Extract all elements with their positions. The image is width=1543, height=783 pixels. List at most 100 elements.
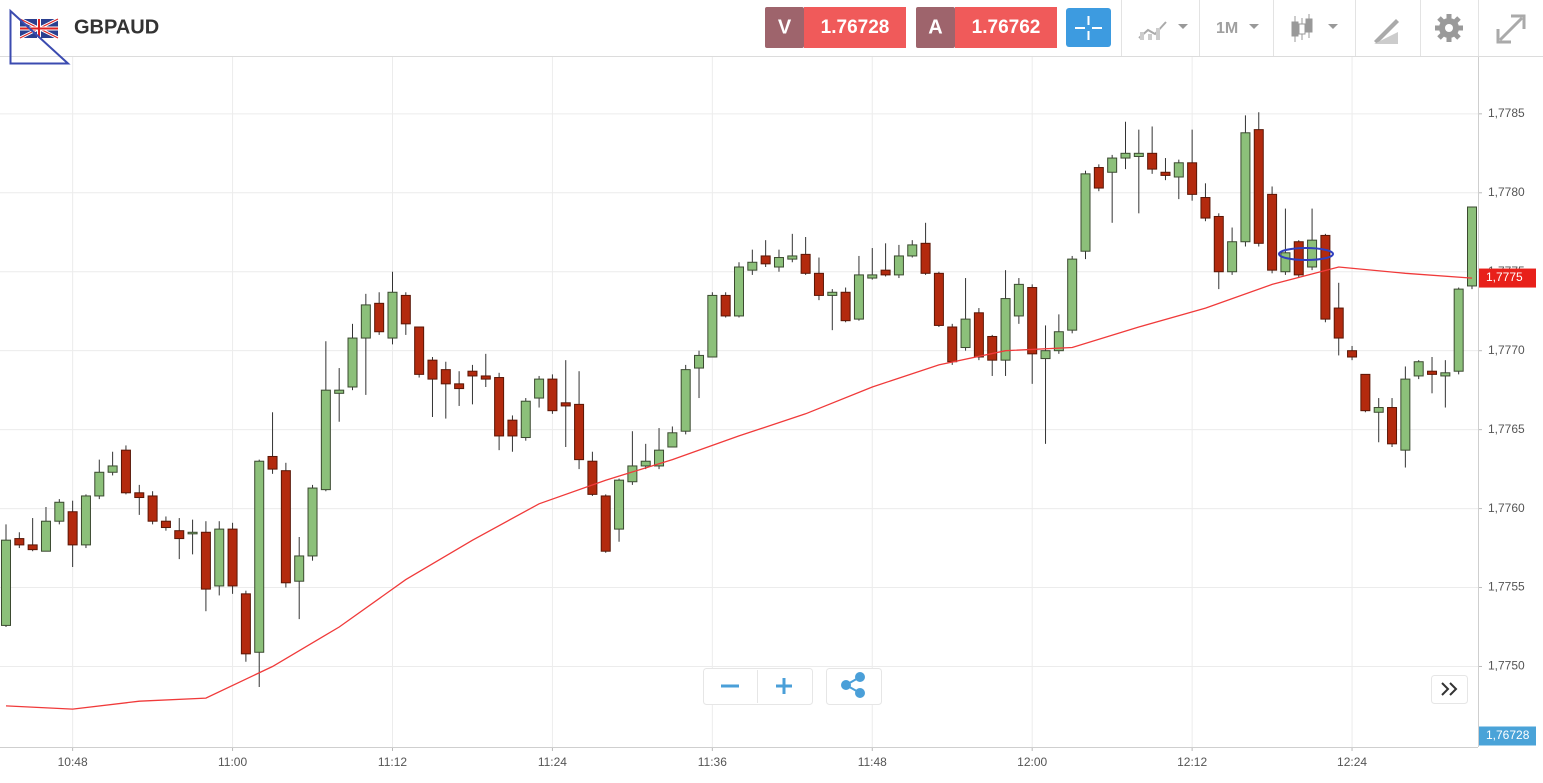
candle-body — [1200, 197, 1211, 219]
crosshair-button[interactable] — [1066, 8, 1111, 47]
x-tick-label: 10:48 — [58, 755, 88, 769]
bid-price: 1.76728 — [821, 17, 890, 38]
timeframe-button[interactable]: 1M — [1216, 20, 1259, 37]
candle-body — [387, 291, 398, 339]
x-tick-label: 11:36 — [698, 755, 727, 769]
candle-body — [307, 487, 318, 557]
candle-body — [933, 272, 944, 326]
crosshair-icon — [1075, 16, 1102, 40]
candle-body — [1067, 258, 1078, 331]
share-button[interactable] — [841, 672, 865, 698]
candle-body — [254, 460, 265, 653]
candle-body — [800, 253, 811, 274]
candle-body — [494, 377, 505, 437]
candle-body — [680, 369, 691, 432]
candle-body — [360, 304, 371, 339]
candle-body — [1093, 167, 1104, 189]
candle-body — [1333, 307, 1344, 339]
candle-body — [334, 389, 345, 394]
bid-price-box[interactable] — [804, 7, 906, 48]
x-tick-label: 12:24 — [1337, 755, 1367, 769]
candle-body — [1253, 129, 1264, 244]
moving-average-line — [5, 266, 1473, 710]
scroll-right-button[interactable] — [1441, 682, 1458, 696]
candle-body — [1, 539, 11, 626]
candle-body — [14, 538, 25, 546]
candle-body — [893, 255, 904, 276]
ask-price-box[interactable] — [955, 7, 1057, 48]
fullscreen-button[interactable] — [1496, 14, 1526, 44]
candle-body — [1053, 331, 1064, 352]
candle-body — [1413, 361, 1424, 377]
candle-body — [520, 400, 531, 439]
candle-body — [120, 449, 131, 494]
candle-body — [1267, 193, 1278, 271]
candle-body — [67, 511, 78, 546]
candle-body — [440, 369, 451, 385]
candle-body — [1347, 350, 1358, 358]
candle-body — [427, 359, 438, 380]
candle-body — [280, 470, 291, 584]
bid-label-box[interactable] — [765, 7, 804, 48]
candle-body — [547, 378, 558, 412]
candle-body — [1160, 171, 1171, 176]
symbol: GBPAUD — [74, 16, 159, 38]
price-tag — [1479, 726, 1536, 746]
candle-body — [267, 455, 278, 470]
candle-body — [320, 389, 331, 491]
candle-body — [534, 378, 545, 399]
candle-body — [214, 528, 225, 587]
candle-body — [400, 294, 411, 325]
ask-price: 1.76762 — [972, 17, 1041, 38]
candle-body — [987, 335, 998, 361]
y-tick-label: 1,7770 — [1488, 343, 1525, 357]
candle-body — [347, 337, 358, 388]
candle-body — [760, 255, 771, 265]
candle-body — [1293, 241, 1304, 276]
y-tick-label: 1,7760 — [1488, 501, 1525, 515]
candle-body — [707, 294, 718, 358]
candle-body — [973, 312, 984, 358]
price-tag-label: 1,76728 — [1486, 728, 1530, 742]
candle-body — [187, 531, 198, 535]
candle-body — [1373, 407, 1384, 413]
candle-body — [1227, 241, 1238, 273]
candle-body — [920, 242, 931, 274]
candle-body — [1013, 283, 1024, 317]
candle-body — [240, 593, 251, 655]
zoom-in-button[interactable] — [776, 678, 792, 694]
ellipse-drawing[interactable] — [1278, 247, 1334, 261]
candle-body — [640, 460, 651, 467]
chart-type-button[interactable] — [1291, 14, 1338, 42]
candle-body — [1147, 152, 1158, 170]
candle-body — [747, 261, 758, 271]
candle-body — [667, 432, 678, 448]
x-tick-label: 11:24 — [538, 755, 567, 769]
candle-body — [107, 465, 118, 473]
candle-body — [840, 291, 851, 322]
candle-body — [654, 449, 665, 467]
candle-body — [947, 326, 958, 363]
candle-body — [1360, 373, 1371, 412]
indicator-button[interactable] — [1138, 21, 1188, 40]
candle-body — [1080, 173, 1091, 252]
candle-body — [1027, 287, 1038, 355]
draw-tool-button[interactable] — [1374, 19, 1399, 44]
candle-body — [414, 326, 425, 375]
flag-icon — [19, 17, 59, 40]
candle-body — [694, 354, 705, 369]
candle-body — [454, 383, 465, 390]
y-tick-label: 1,7765 — [1488, 422, 1525, 436]
x-tick-label: 11:00 — [218, 755, 247, 769]
candle-body — [600, 495, 611, 552]
candle-body — [1387, 407, 1398, 445]
candle-body — [1120, 152, 1131, 159]
settings-button[interactable] — [1435, 14, 1463, 42]
triangle-drawing[interactable] — [9, 8, 71, 65]
candle-body — [1427, 370, 1438, 375]
candle-body — [1400, 378, 1411, 451]
ask-label-box[interactable] — [916, 7, 955, 48]
candle-body — [1440, 372, 1451, 377]
